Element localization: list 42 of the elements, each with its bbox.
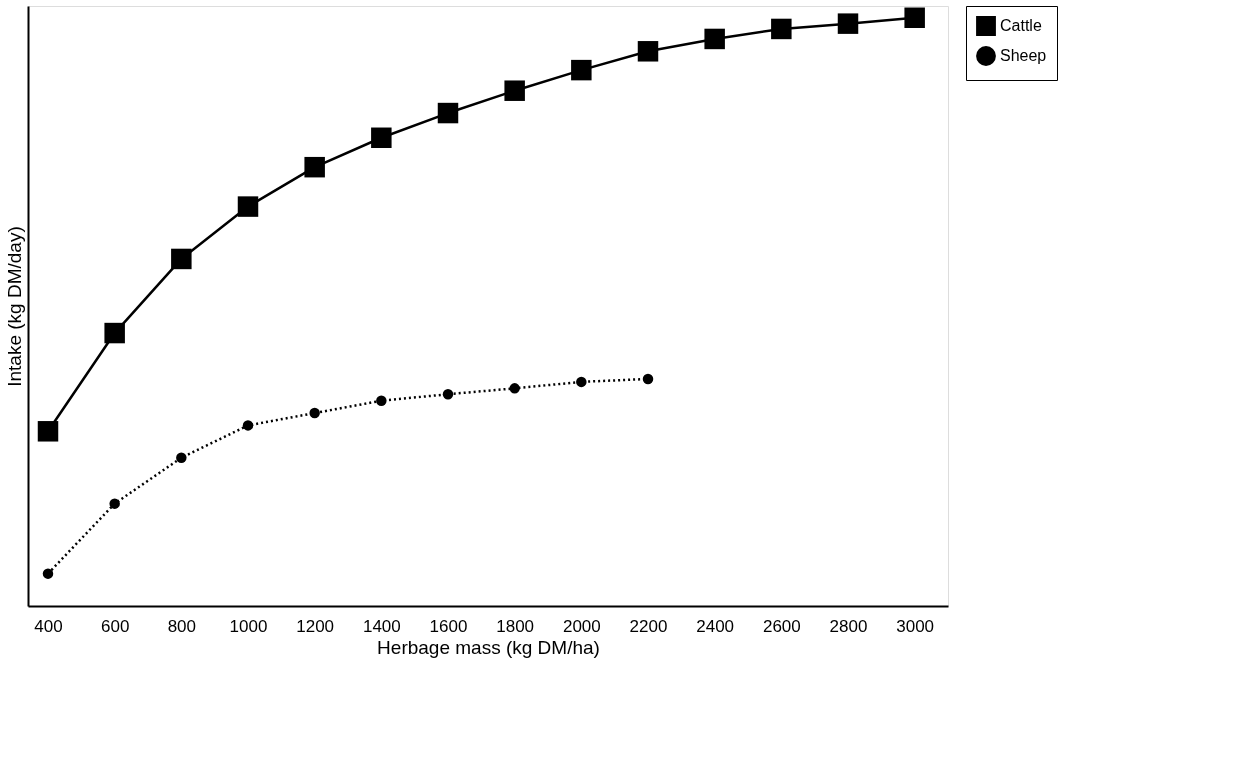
point <box>576 376 587 388</box>
point <box>571 59 592 81</box>
point <box>171 248 192 270</box>
point <box>642 373 654 385</box>
point <box>237 196 259 217</box>
y-axis-title: Intake (kg DM/day) <box>3 226 25 387</box>
point <box>837 13 859 34</box>
point <box>176 452 187 463</box>
x-tick-label: 2400 <box>696 616 735 636</box>
legend-label: Sheep <box>1000 47 1047 64</box>
x-tick-label: 2200 <box>629 616 668 636</box>
x-tick-label: 2800 <box>829 616 868 636</box>
x-tick-label: 1200 <box>296 616 335 636</box>
point <box>309 407 320 419</box>
point <box>771 18 792 40</box>
x-tick-label: 1600 <box>429 616 468 636</box>
point <box>509 383 520 394</box>
point <box>376 395 387 406</box>
x-tick-label: 800 <box>167 616 197 636</box>
point <box>304 156 325 178</box>
point <box>704 28 725 50</box>
x-tick-label: 1000 <box>229 616 268 636</box>
point <box>637 41 659 62</box>
point <box>42 568 54 579</box>
point <box>109 498 120 509</box>
x-tick-label: 1800 <box>496 616 535 636</box>
x-tick-label: 1400 <box>362 616 401 636</box>
x-tick-label: 600 <box>100 616 130 636</box>
x-tick-label: 400 <box>34 616 63 636</box>
point <box>437 102 459 124</box>
x-tick-label: 2600 <box>762 616 801 636</box>
point <box>904 7 925 29</box>
point <box>442 389 454 400</box>
point <box>242 420 254 431</box>
point <box>504 80 525 101</box>
point <box>37 421 59 442</box>
x-tick-label: 3000 <box>896 616 935 636</box>
legend-label: Cattle <box>1000 17 1042 34</box>
point <box>371 127 392 149</box>
x-axis-title: Herbage mass (kg DM/ha) <box>377 636 600 658</box>
x-tick-label: 2000 <box>562 616 601 636</box>
point <box>104 322 125 344</box>
